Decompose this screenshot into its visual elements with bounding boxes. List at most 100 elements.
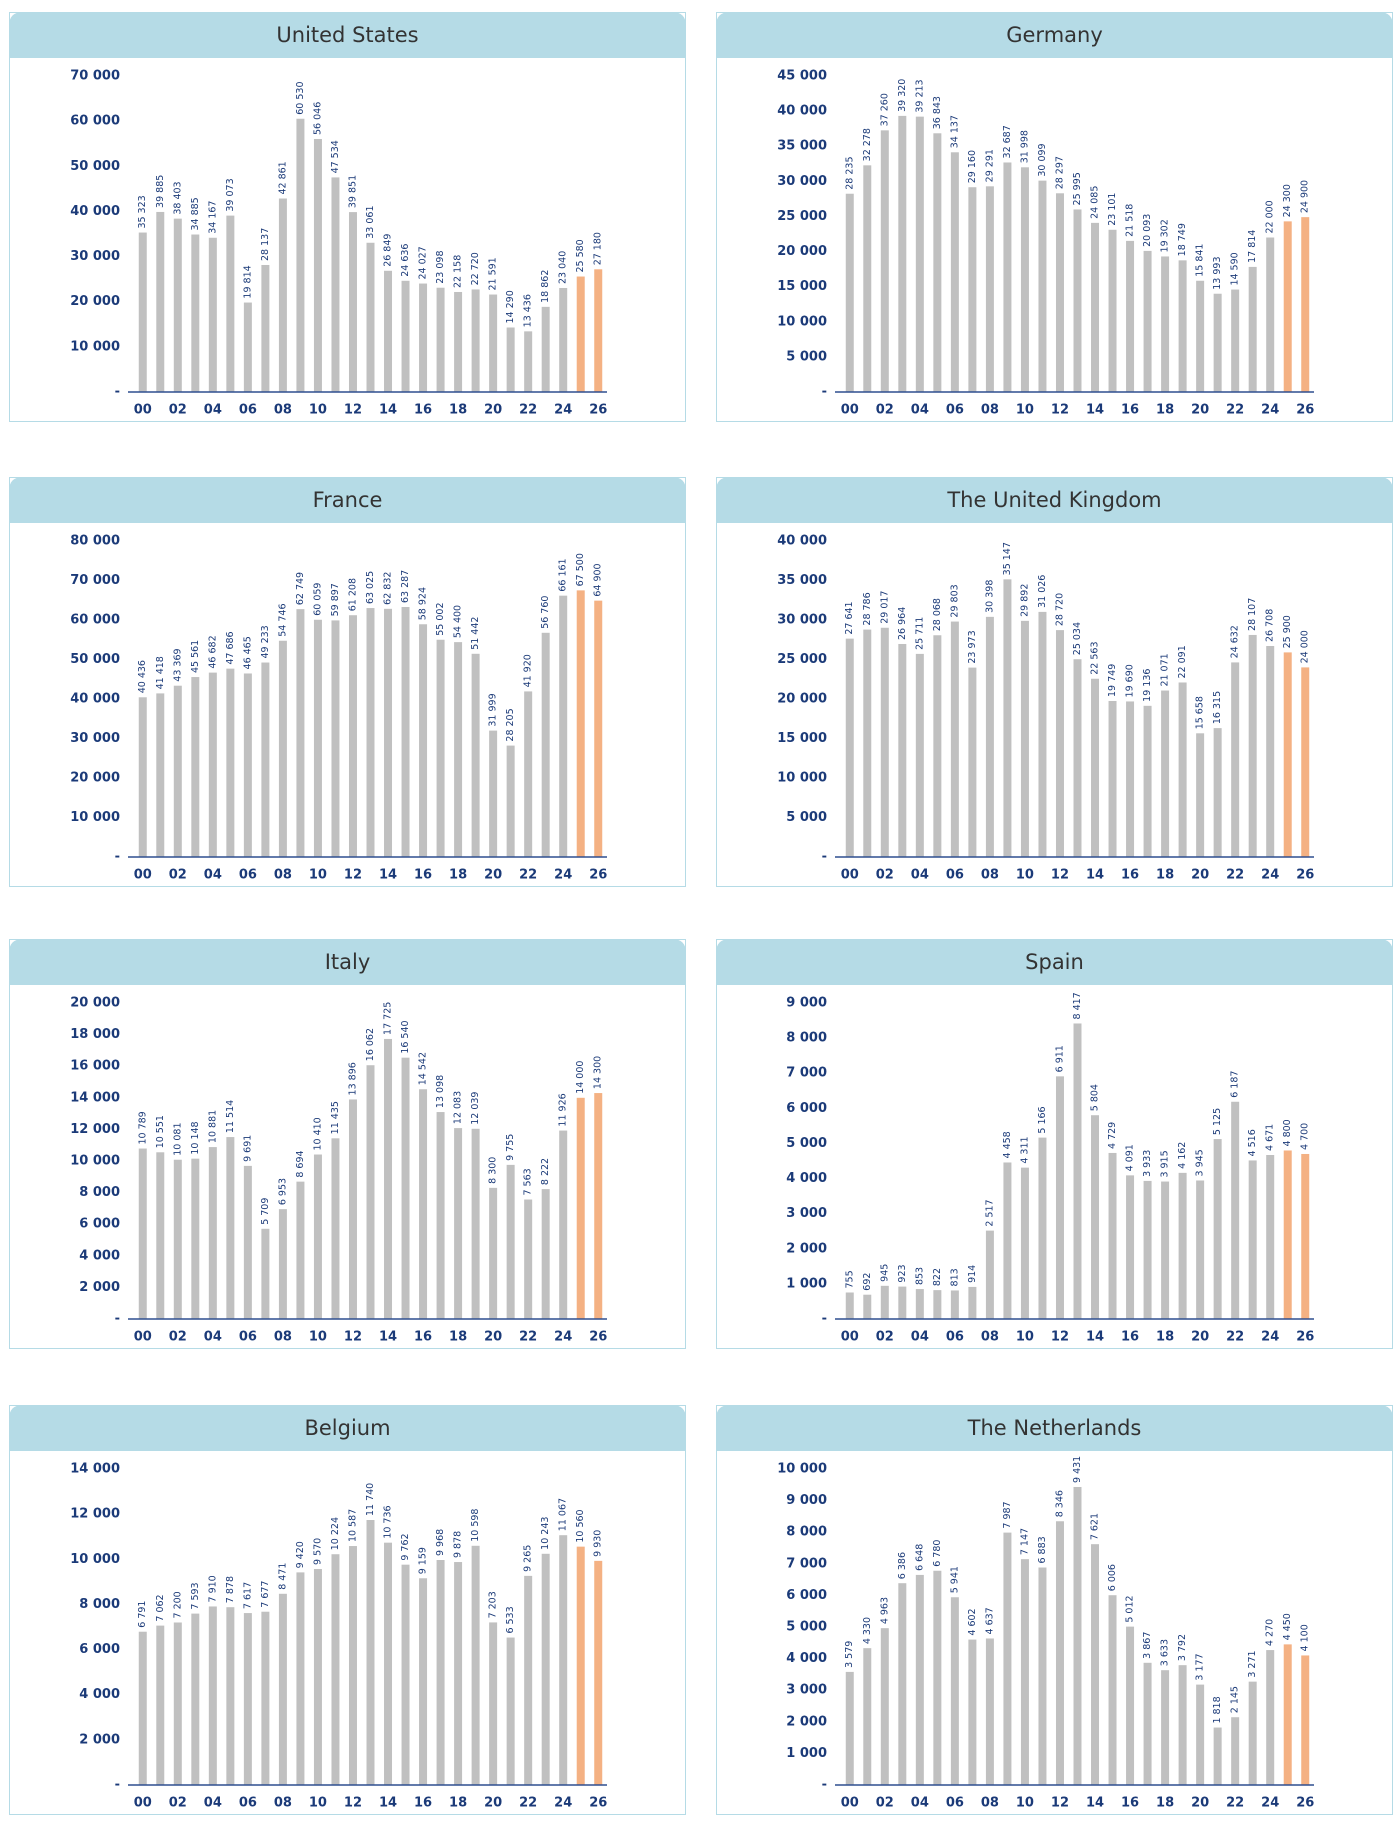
x-tick-label: 18 bbox=[449, 868, 467, 883]
bar bbox=[1108, 700, 1117, 857]
data-label: 853 bbox=[914, 1267, 925, 1285]
x-tick-label: 26 bbox=[589, 403, 607, 418]
chart-title: The Netherlands bbox=[967, 1416, 1142, 1440]
x-tick-label: 06 bbox=[239, 403, 257, 418]
data-label: 27 641 bbox=[844, 601, 855, 634]
bar bbox=[1038, 180, 1047, 392]
x-tick-label: 08 bbox=[981, 1796, 999, 1811]
bar bbox=[419, 1578, 428, 1785]
data-label: 13 896 bbox=[347, 1062, 358, 1095]
bar bbox=[156, 693, 165, 857]
bar bbox=[985, 1638, 994, 1785]
data-label: 31 999 bbox=[488, 693, 499, 726]
data-label: 24 900 bbox=[1300, 180, 1311, 213]
data-label: 10 789 bbox=[137, 1111, 148, 1144]
bar bbox=[968, 1639, 977, 1785]
data-label: 24 085 bbox=[1090, 186, 1101, 219]
panel-header bbox=[9, 12, 686, 58]
data-label: 9 755 bbox=[505, 1134, 516, 1161]
bar bbox=[436, 639, 445, 857]
data-label: 4 091 bbox=[1125, 1144, 1136, 1171]
x-tick-label: 10 bbox=[1016, 403, 1034, 418]
bar bbox=[138, 1148, 147, 1319]
bar bbox=[1266, 1154, 1275, 1319]
data-label: 56 760 bbox=[540, 596, 551, 629]
bar bbox=[915, 116, 924, 392]
bar bbox=[1248, 1681, 1257, 1785]
x-tick-label: 20 bbox=[484, 1796, 502, 1811]
x-tick-label: 10 bbox=[309, 1796, 327, 1811]
data-label: 42 861 bbox=[277, 161, 288, 194]
x-tick-label: 02 bbox=[169, 868, 187, 883]
data-label: 4 637 bbox=[984, 1607, 995, 1634]
x-tick-label: 00 bbox=[134, 403, 152, 418]
chart-title: Germany bbox=[1006, 23, 1103, 47]
x-tick-label: 20 bbox=[1191, 868, 1209, 883]
bar bbox=[1231, 289, 1240, 392]
y-tick-label: 10 000 bbox=[777, 314, 827, 329]
chart-panel: Germany - 5 000 10 000 15 000 20 000 25 000 30 … bbox=[716, 12, 1393, 422]
x-tick-label: 06 bbox=[239, 1330, 257, 1345]
bar bbox=[1126, 1175, 1135, 1319]
bar bbox=[208, 1147, 217, 1319]
bar bbox=[1091, 1544, 1100, 1785]
data-label: 7 563 bbox=[523, 1168, 534, 1195]
bar bbox=[226, 1137, 235, 1319]
data-label: 67 500 bbox=[575, 553, 586, 586]
bar bbox=[1283, 221, 1292, 392]
y-tick-label: 15 000 bbox=[777, 279, 827, 294]
bar bbox=[419, 1089, 428, 1319]
bar bbox=[436, 287, 445, 392]
y-tick-label: 70 000 bbox=[70, 573, 120, 588]
data-label: 6 883 bbox=[1037, 1536, 1048, 1563]
data-label: 47 686 bbox=[225, 631, 236, 664]
y-tick-label: 25 000 bbox=[777, 209, 827, 224]
bar bbox=[863, 1294, 872, 1319]
bar bbox=[1091, 222, 1100, 392]
data-label: 10 560 bbox=[575, 1509, 586, 1542]
bar bbox=[226, 215, 235, 392]
y-tick-label: 5 000 bbox=[786, 349, 827, 364]
data-label: 39 885 bbox=[155, 175, 166, 208]
bar bbox=[191, 234, 200, 392]
x-tick-label: 14 bbox=[379, 868, 397, 883]
bar bbox=[898, 643, 907, 857]
bar bbox=[1301, 1655, 1310, 1785]
bar bbox=[208, 237, 217, 392]
x-tick-label: 12 bbox=[1051, 403, 1069, 418]
data-label: 22 000 bbox=[1265, 200, 1276, 233]
data-label: 64 900 bbox=[593, 563, 604, 596]
data-label: 5 941 bbox=[949, 1566, 960, 1593]
x-tick-label: 20 bbox=[484, 1330, 502, 1345]
data-label: 46 465 bbox=[242, 636, 253, 669]
bar bbox=[401, 280, 410, 392]
chart-panel: Italy - 2 000 4 000 6 000 8 000 10 000 12 000 14… bbox=[9, 939, 686, 1349]
data-label: 63 287 bbox=[400, 570, 411, 603]
data-label: 29 892 bbox=[1019, 584, 1030, 617]
data-label: 6 006 bbox=[1107, 1564, 1118, 1591]
bar bbox=[985, 616, 994, 857]
bar bbox=[559, 287, 568, 392]
x-tick-label: 20 bbox=[484, 403, 502, 418]
bar bbox=[243, 1613, 252, 1785]
data-label: 813 bbox=[949, 1268, 960, 1286]
data-label: 19 302 bbox=[1160, 219, 1171, 252]
data-label: 9 570 bbox=[312, 1538, 323, 1565]
x-tick-label: 18 bbox=[449, 403, 467, 418]
data-label: 17 725 bbox=[383, 1002, 394, 1035]
bar bbox=[1213, 1727, 1222, 1785]
data-label: 39 213 bbox=[914, 79, 925, 112]
data-label: 9 930 bbox=[593, 1530, 604, 1557]
data-label: 27 180 bbox=[593, 232, 604, 265]
bar bbox=[1283, 652, 1292, 857]
x-tick-label: 04 bbox=[911, 1330, 929, 1345]
data-label: 39 851 bbox=[347, 175, 358, 208]
bar bbox=[506, 745, 515, 857]
bar bbox=[366, 242, 375, 392]
data-label: 62 749 bbox=[295, 572, 306, 605]
data-label: 23 040 bbox=[558, 251, 569, 284]
x-tick-label: 16 bbox=[414, 1796, 432, 1811]
data-label: 21 071 bbox=[1160, 653, 1171, 686]
panel-border bbox=[9, 1405, 686, 1815]
x-tick-label: 04 bbox=[204, 1330, 222, 1345]
